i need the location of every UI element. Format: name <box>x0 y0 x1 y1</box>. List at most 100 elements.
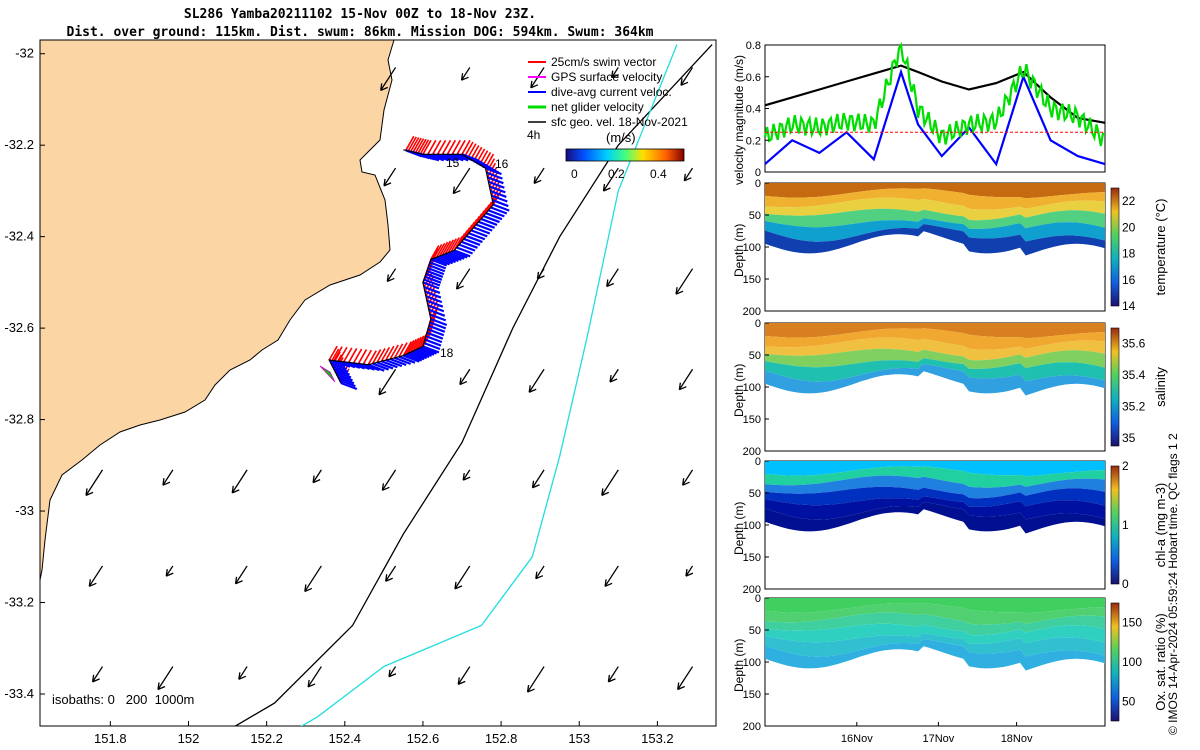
dive-current-vector <box>478 220 496 229</box>
geo-velocity-arrow <box>388 666 397 678</box>
swim-vector <box>328 345 338 361</box>
colorbar-tick-1: 0.2 <box>608 167 625 181</box>
geo-velocity-arrow <box>454 565 471 590</box>
dive-current-vector <box>428 264 446 273</box>
dive-current-vector <box>358 362 375 371</box>
geo-velocity-arrow <box>238 666 248 680</box>
swim-vector <box>461 139 471 155</box>
map-xtick-label: 151.8 <box>94 731 127 746</box>
swim-vector <box>371 349 382 364</box>
map-ytick-label: -32.2 <box>4 137 34 152</box>
colorbar-unit: (m/s) <box>606 130 636 145</box>
dive-current-vector <box>487 176 504 185</box>
geo-velocity-arrow <box>680 67 694 86</box>
dive-current-vector <box>372 362 390 371</box>
map-xtick-label: 152.2 <box>250 731 283 746</box>
geo-velocity-arrow <box>231 469 248 494</box>
swim-vector <box>402 341 413 356</box>
map-xtick-label: 153.2 <box>641 731 674 746</box>
dive-current-vector <box>492 203 510 212</box>
dive-current-vector <box>490 194 508 203</box>
dive-current-vector <box>423 278 441 287</box>
dive-current-vector <box>433 257 451 266</box>
map-colorbar <box>565 148 685 162</box>
swim-vector <box>338 346 348 362</box>
track-start-marker <box>319 365 336 383</box>
geo-velocity-arrow <box>457 666 471 685</box>
colorbar-tick-0: 0 <box>571 167 578 181</box>
map-ytick-label: -32.4 <box>4 229 34 244</box>
dive-current-vector <box>381 360 398 369</box>
swim-vector <box>407 136 417 152</box>
geo-velocity-arrow <box>607 666 619 683</box>
swim-vector <box>485 158 496 174</box>
map-xtick-label: 152.4 <box>329 731 362 746</box>
day-label-18: 18 <box>440 346 454 360</box>
credit-note: © IMOS 14-Apr-2024 05:59:24 Hobart time.… <box>1166 433 1180 735</box>
dive-current-vector <box>439 255 456 264</box>
map-ytick-label: -32.6 <box>4 320 34 335</box>
glider-track <box>328 149 494 384</box>
geo-velocity-arrow <box>677 666 694 691</box>
dive-current-vector <box>348 361 366 370</box>
swim-vector <box>352 348 363 364</box>
dive-current-vector <box>424 290 442 299</box>
swim-vector <box>410 137 420 152</box>
swim-vector <box>343 347 353 363</box>
dive-current-vector <box>398 355 416 364</box>
dive-current-vector <box>447 251 465 260</box>
dive-current-vector <box>407 352 425 361</box>
legend-net: net glider velocity <box>551 100 644 114</box>
geo-velocity-arrow <box>682 469 694 486</box>
map-xtick-label: 152 <box>178 731 200 746</box>
geo-velocity-arrow <box>604 565 619 587</box>
swim-vector <box>414 335 425 351</box>
swim-vector <box>422 139 432 155</box>
swim-vector <box>441 240 452 256</box>
dive-current-vector <box>442 153 459 162</box>
swim-vector <box>405 135 415 151</box>
dive-current-vector <box>394 356 411 365</box>
swim-vector <box>405 340 415 355</box>
dive-current-vector <box>427 267 445 276</box>
geo-velocity-arrow <box>606 268 619 288</box>
isobath-note: isobaths: 0 200 1000m <box>52 692 194 707</box>
swim-vector <box>438 241 449 257</box>
geo-velocity-arrow <box>526 666 545 693</box>
dive-current-vector <box>412 349 430 359</box>
isobath-1000m <box>300 44 678 726</box>
swim-vector <box>447 238 458 254</box>
geo-velocity-arrow <box>312 469 322 484</box>
dive-current-vector <box>475 223 493 232</box>
dive-current-vector <box>488 209 505 218</box>
swim-vector <box>451 139 461 155</box>
legend-geo: sfc geo. vel. 18-Nov-2021 <box>551 115 688 129</box>
map-ytick-label: -33 <box>15 503 34 518</box>
geo-velocity-arrow <box>609 368 619 383</box>
map-legend: 25cm/s swim vector GPS surface velocity … <box>527 55 688 181</box>
swim-vector <box>432 243 443 259</box>
swim-vector <box>435 242 446 258</box>
dive-current-vector <box>367 363 385 372</box>
geo-velocity-arrow <box>91 666 104 683</box>
dive-current-vector <box>328 359 346 368</box>
dive-current-vector <box>331 364 349 373</box>
dive-current-vector <box>340 381 358 391</box>
geo-velocity-arrow <box>385 565 397 582</box>
dive-current-vector <box>445 252 462 261</box>
swim-vector <box>389 344 399 360</box>
geo-velocity-arrow <box>234 565 248 585</box>
dive-current-vector <box>429 261 447 270</box>
geo-velocity-arrow <box>459 368 471 386</box>
dive-current-vector <box>489 189 507 198</box>
map-ytick-label: -32.8 <box>4 412 34 427</box>
dive-current-vector <box>428 308 446 317</box>
legend-key-4h: 4h <box>527 128 540 142</box>
swim-vector <box>417 138 427 154</box>
dive-current-vector <box>480 217 498 226</box>
dive-current-vector <box>405 353 423 362</box>
swim-vector <box>432 139 442 155</box>
swim-vector <box>441 139 452 155</box>
legend-gps: GPS surface velocity <box>551 70 662 84</box>
dive-current-vector <box>428 324 446 333</box>
